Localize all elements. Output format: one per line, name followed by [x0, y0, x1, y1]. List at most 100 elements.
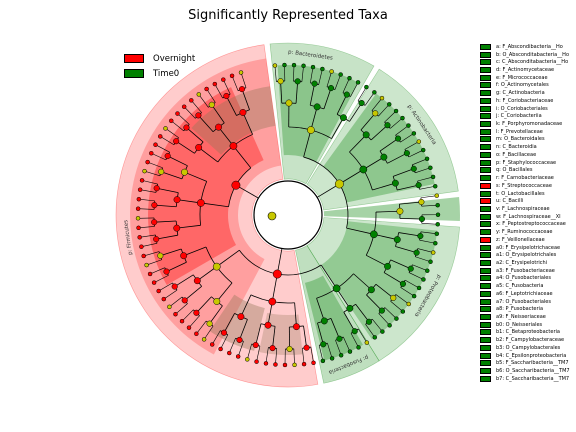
taxa-key-item: b5: F_Saccharibacteria__TM7 — [480, 359, 576, 367]
tree-node — [264, 321, 272, 329]
tree-branch — [198, 94, 209, 108]
tree-node — [153, 236, 160, 243]
tree-branch — [272, 326, 276, 349]
tree-branch — [420, 195, 437, 199]
tree-node — [136, 225, 141, 231]
taxa-key-item: a9: F_Neisseriaceae — [480, 313, 576, 321]
tree-branch — [417, 176, 434, 182]
tree-node — [390, 294, 397, 301]
tree-branch — [375, 210, 400, 213]
taxa-key-swatch — [480, 344, 491, 351]
taxa-key-label: v: F_Lachnospiraceae — [496, 205, 550, 212]
tree-node — [416, 139, 422, 144]
tree-branch — [294, 302, 297, 327]
tree-node — [181, 168, 188, 176]
legend-label: Time0 — [153, 68, 180, 79]
tree-branch — [331, 117, 344, 139]
taxa-key-swatch — [480, 259, 491, 266]
tree-node — [213, 298, 221, 305]
tree-node — [435, 202, 440, 208]
tree-branch — [293, 65, 295, 82]
taxa-key-swatch — [480, 121, 491, 128]
tree-node — [310, 64, 316, 70]
taxa-key-swatch — [480, 314, 491, 321]
tree-branch — [421, 204, 438, 207]
tree-node — [137, 235, 142, 240]
taxa-key-label: h: F_Coriobacteriaceae — [496, 97, 554, 104]
tree-node — [417, 232, 424, 240]
tree-branch — [404, 141, 419, 150]
tree-node — [332, 284, 341, 293]
tree-node — [201, 337, 207, 342]
tree-branch — [366, 294, 383, 311]
tree-node — [167, 304, 172, 310]
taxa-key-label: z: F_Veillonellaceae — [496, 236, 545, 243]
tree-branch — [384, 307, 397, 319]
tree-node — [220, 329, 228, 336]
tree-branch — [154, 204, 177, 208]
taxa-key-item: r: F_Carnobacteriaceae — [480, 174, 576, 182]
tree-branch — [198, 115, 214, 133]
tree-node — [206, 320, 213, 327]
taxa-key-item: a2: C_Erysipelotrichi — [480, 259, 576, 267]
taxa-key-label: b4: C_Epsilonproteobacteria — [496, 352, 567, 359]
tree-node — [421, 277, 426, 282]
taxa-key-swatch — [480, 175, 491, 182]
tree-branch — [320, 264, 337, 289]
tree-node — [347, 349, 353, 354]
tree-branch — [303, 325, 307, 348]
taxa-key-item: a6: F_Leptotrichiaceae — [480, 290, 576, 298]
tree-branch — [183, 246, 207, 257]
phylum-label: p: Firmicutes — [123, 219, 134, 255]
taxa-key-label: b7: C_Saccharibacteria__TM7 — [496, 375, 570, 382]
taxa-key-label: r: F_Carnobacteriaceae — [496, 175, 554, 182]
taxa-key-item: a8: P_Fusobacteria — [480, 305, 576, 313]
taxa-key-label: a9: F_Neisseriaceae — [496, 314, 546, 321]
taxa-key-swatch — [480, 74, 491, 81]
clade-sector — [306, 68, 459, 211]
tree-branch — [400, 133, 415, 143]
tree-branch — [371, 97, 383, 111]
tree-node — [189, 98, 194, 103]
taxa-key-label: b1: C_Betaproteobacteria — [496, 329, 560, 336]
taxa-key-item: m: O_Bacteroidales — [480, 136, 576, 144]
taxa-key-swatch — [480, 97, 491, 104]
taxa-key-item: q: O_Bacillales — [480, 167, 576, 175]
taxa-key-label: b3: O_Campylobacterales — [496, 344, 561, 351]
tree-node — [418, 215, 425, 223]
tree-branch — [419, 185, 436, 190]
tree-branch — [366, 254, 388, 267]
tree-branch — [318, 68, 323, 85]
tree-node — [355, 80, 361, 85]
tree-branch — [323, 87, 332, 110]
tree-branch — [198, 147, 219, 163]
taxa-key-item: s: F_Streptococcaceae — [480, 182, 576, 190]
tree-branch — [408, 272, 424, 280]
tree-branch — [372, 182, 396, 191]
tree-branch — [256, 345, 261, 362]
taxa-key-swatch — [480, 329, 491, 336]
tree-branch — [175, 303, 188, 315]
tree-branch — [181, 309, 194, 322]
taxa-key-swatch — [480, 128, 491, 135]
tree-node — [292, 362, 297, 368]
tree-node — [151, 280, 157, 285]
taxa-key-item: b2: F_Campylobacteraceae — [480, 336, 576, 344]
tree-branch — [237, 341, 244, 357]
tree-branch — [370, 124, 388, 141]
tree-node — [320, 317, 328, 325]
tree-node — [157, 134, 163, 139]
tree-branch — [392, 168, 414, 177]
taxa-key-label: u: C_Bacilli — [496, 198, 524, 205]
tree-node — [407, 265, 414, 272]
tree-node — [268, 297, 277, 306]
tree-node — [238, 86, 246, 93]
taxa-key-item: a3: F_Fusobacteriaceae — [480, 267, 576, 275]
tree-node — [221, 77, 226, 82]
taxa-key-swatch — [480, 360, 491, 367]
tree-branch — [166, 261, 187, 272]
tree-node — [372, 110, 379, 117]
tree-node — [269, 345, 276, 352]
taxa-key-item: a4: O_Fusobacteriales — [480, 275, 576, 283]
taxa-key-label: i: O_Coriobacteriales — [496, 105, 548, 112]
